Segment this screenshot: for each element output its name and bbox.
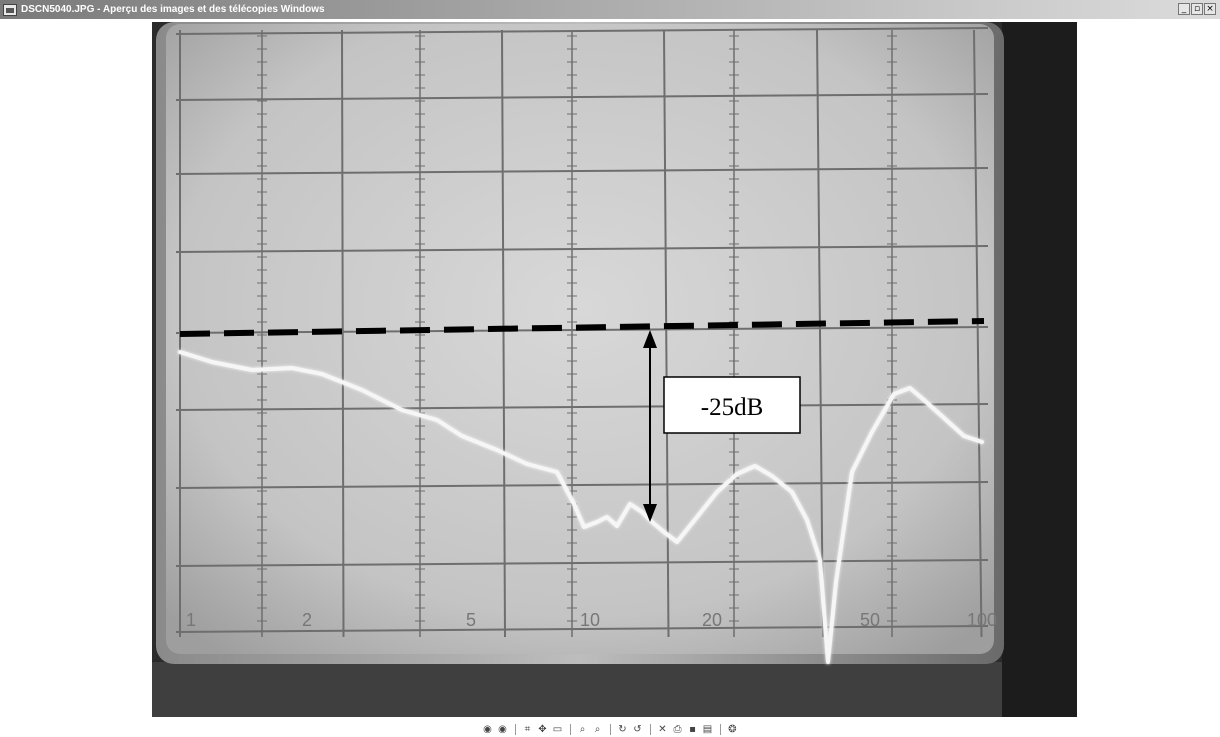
- x-axis-labels: 1 2 5 10 20 50 100: [186, 610, 997, 630]
- right-shadow: [1002, 22, 1077, 717]
- save-icon[interactable]: ▪: [689, 723, 696, 735]
- slideshow-icon[interactable]: ▭: [552, 723, 563, 735]
- window-controls: _ ▫ ×: [1178, 3, 1216, 15]
- toolbar-separator: [649, 724, 651, 735]
- grid-horizontal-line: [175, 93, 989, 101]
- toolbar-separator: [719, 724, 721, 735]
- measurement-arrow: [643, 330, 657, 522]
- previous-image-icon[interactable]: ◉: [483, 723, 492, 735]
- grid-horizontal-line: [175, 27, 989, 35]
- zoom-out-icon[interactable]: ⌕: [594, 723, 601, 735]
- print-icon[interactable]: ⎙: [673, 723, 682, 735]
- grid-vertical-line: [341, 29, 345, 638]
- x-tick-label: 20: [702, 610, 722, 630]
- image-viewport[interactable]: 1 2 5 10 20 50 100 -25dB: [152, 22, 1077, 717]
- bottom-shadow: [152, 662, 1077, 717]
- minimize-button[interactable]: _: [1178, 3, 1190, 15]
- delete-icon[interactable]: ✕: [658, 723, 667, 735]
- window-title: DSCN5040.JPG - Aperçu des images et des …: [21, 4, 325, 15]
- toolbar-separator: [569, 724, 571, 735]
- rotate-clockwise-icon[interactable]: ↻: [618, 723, 627, 735]
- grid-horizontal-line: [175, 481, 989, 489]
- viewer-toolbar: ◉ ◉ ⌗ ✥ ▭ ⌕ ⌕ ↻ ↺ ✕ ⎙ ▪ ▤ ❂: [0, 722, 1220, 737]
- grid-horizontal-line: [175, 245, 989, 253]
- title-bar[interactable]: DSCN5040.JPG - Aperçu des images et des …: [0, 0, 1220, 19]
- next-image-icon[interactable]: ◉: [498, 723, 507, 735]
- toolbar-separator: [514, 724, 516, 735]
- grid-horizontal-line: [175, 167, 989, 175]
- x-tick-label: 1: [186, 610, 196, 630]
- screen: [166, 24, 994, 654]
- app-icon[interactable]: [3, 3, 17, 16]
- grid-horizontal-line: [175, 625, 989, 633]
- best-fit-icon[interactable]: ⌗: [524, 723, 531, 735]
- grid-vertical-line: [973, 29, 983, 638]
- rotate-counterclockwise-icon[interactable]: ↺: [633, 723, 642, 735]
- reference-dashed-line: [179, 318, 985, 337]
- grid-vertical-line: [501, 29, 506, 638]
- grid-vertical-line: [816, 29, 824, 638]
- actual-size-icon[interactable]: ✥: [538, 723, 547, 735]
- restore-button[interactable]: ▫: [1191, 3, 1203, 15]
- annotation-box: -25dB: [663, 376, 801, 434]
- grid-horizontal-line: [175, 403, 989, 411]
- close-button[interactable]: ×: [1204, 3, 1216, 15]
- signal-trace: [178, 350, 984, 664]
- x-tick-label: 100: [967, 610, 997, 630]
- help-icon[interactable]: ❂: [728, 723, 737, 735]
- x-tick-label: 5: [466, 610, 476, 630]
- x-tick-label: 50: [860, 610, 880, 630]
- zoom-in-icon[interactable]: ⌕: [579, 723, 586, 735]
- toolbar-separator: [609, 724, 611, 735]
- grid-horizontal-line: [175, 559, 989, 567]
- x-tick-label: 2: [302, 610, 312, 630]
- x-tick-label: 10: [580, 610, 600, 630]
- annotation-label: -25dB: [701, 394, 764, 421]
- oscilloscope-photo: 1 2 5 10 20 50 100 -25dB: [152, 22, 1077, 717]
- open-with-icon[interactable]: ▤: [702, 723, 713, 735]
